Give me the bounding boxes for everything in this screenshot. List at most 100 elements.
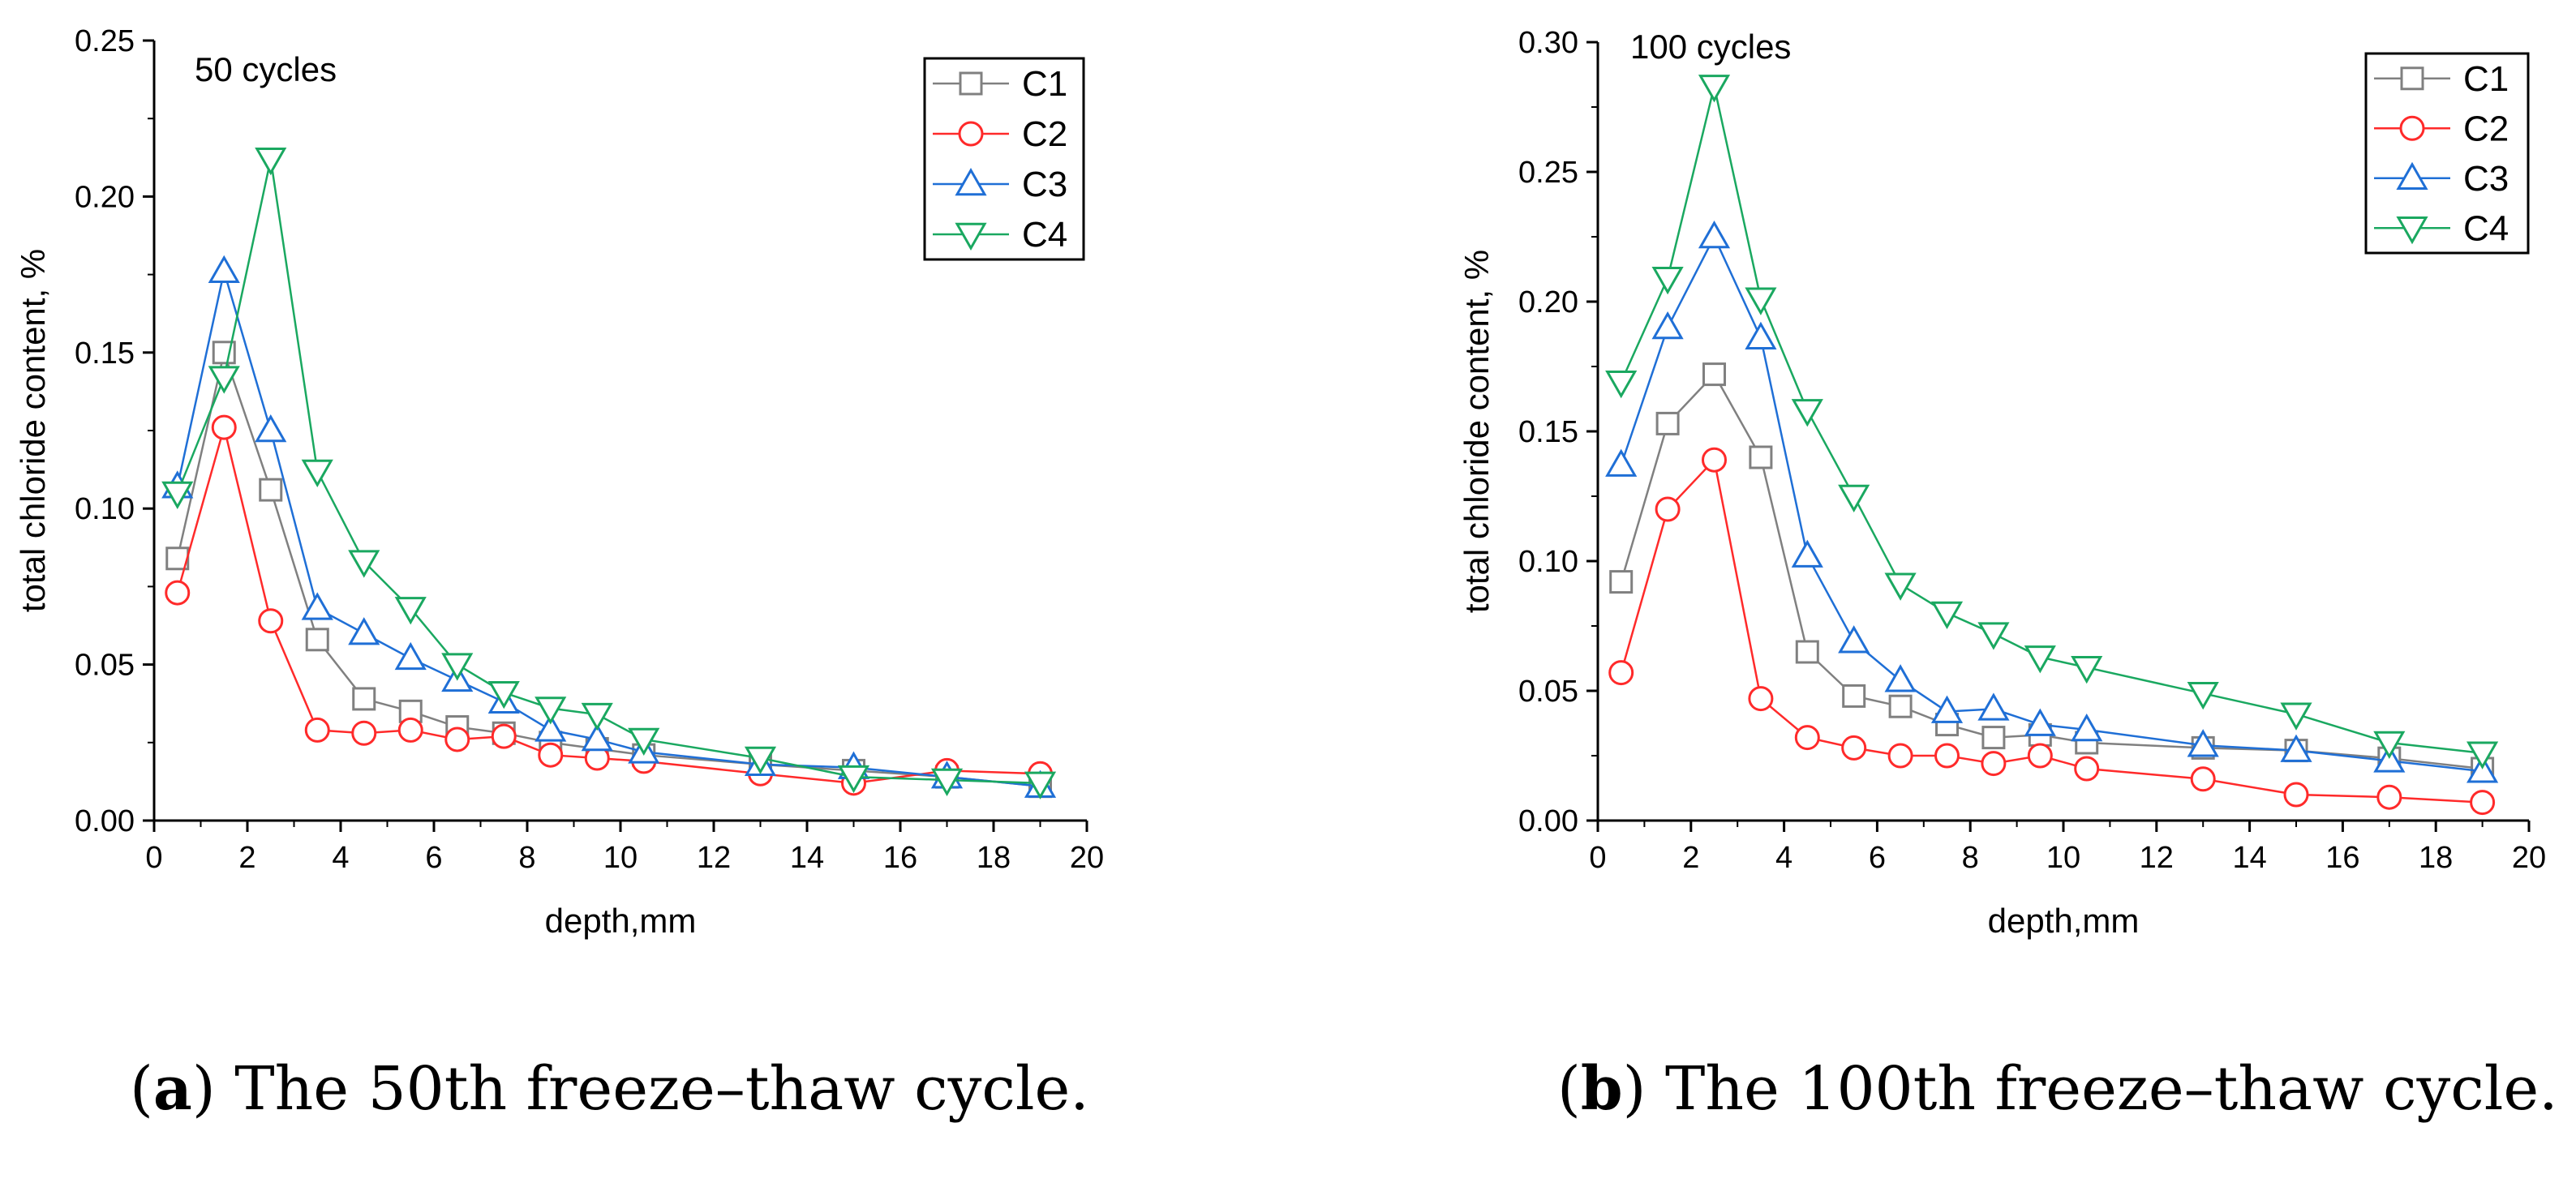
series-c1 bbox=[165, 341, 1052, 799]
data-point-c2 bbox=[165, 580, 191, 606]
x-tick-label: 8 bbox=[1962, 841, 1979, 875]
data-point-c3 bbox=[1977, 692, 2010, 721]
data-point-c1 bbox=[1981, 726, 2006, 750]
caption-b-letter: b bbox=[1580, 1054, 1623, 1124]
x-tick-label: 6 bbox=[1869, 841, 1886, 875]
data-point-c4 bbox=[581, 702, 613, 731]
data-point-c3 bbox=[1791, 539, 1823, 568]
y-axis-label: total chloride content, % bbox=[14, 249, 52, 612]
data-point-c2 bbox=[258, 608, 284, 634]
legend-label-c2: C2 bbox=[2463, 109, 2509, 148]
data-point-c4 bbox=[1977, 622, 2010, 650]
data-point-c4 bbox=[441, 653, 474, 681]
data-point-c3 bbox=[2024, 708, 2056, 736]
data-point-c1 bbox=[352, 687, 376, 711]
data-point-c2 bbox=[304, 717, 330, 743]
data-point-c4 bbox=[1651, 266, 1684, 295]
data-point-c4 bbox=[2187, 681, 2219, 710]
data-point-c3 bbox=[1651, 311, 1684, 340]
data-point-c2 bbox=[1748, 686, 1774, 712]
data-point-c2 bbox=[444, 727, 470, 752]
x-tick-label: 12 bbox=[697, 841, 731, 875]
y-tick-label: 0.25 bbox=[75, 24, 135, 58]
x-tick-label: 6 bbox=[425, 841, 442, 875]
data-point-c4 bbox=[394, 597, 427, 625]
data-point-c3 bbox=[535, 714, 567, 742]
data-point-c2 bbox=[211, 414, 237, 440]
data-point-c3 bbox=[2467, 755, 2499, 783]
data-point-c4 bbox=[301, 459, 333, 488]
series-c1 bbox=[1609, 362, 2495, 781]
data-point-c3 bbox=[1930, 695, 1964, 723]
x-tick-label: 4 bbox=[1775, 841, 1792, 875]
data-point-c4 bbox=[1838, 484, 1870, 513]
data-point-c3 bbox=[394, 641, 427, 671]
data-point-c3 bbox=[208, 255, 240, 284]
x-tick-label: 0 bbox=[1589, 841, 1606, 875]
y-tick-label: 0.00 bbox=[1518, 804, 1578, 838]
data-point-c1 bbox=[1609, 570, 1634, 594]
x-tick-label: 10 bbox=[603, 841, 638, 875]
data-point-c2 bbox=[2376, 784, 2402, 810]
data-point-c3 bbox=[581, 722, 613, 752]
legend-label-c4: C4 bbox=[1022, 215, 1067, 255]
data-point-c3 bbox=[1884, 664, 1917, 692]
x-tick-label: 18 bbox=[2419, 841, 2453, 875]
x-tick-label: 14 bbox=[2232, 841, 2266, 875]
legend-marker-c3 bbox=[955, 167, 987, 196]
series-line-c4 bbox=[1620, 86, 2483, 755]
data-point-c4 bbox=[837, 765, 870, 794]
data-point-c4 bbox=[744, 746, 777, 775]
data-point-c4 bbox=[255, 147, 287, 176]
panel-a-50-cycles: 0 2 4 6 8 10 12 14 16 18 20 0.00 0.05 0.10 0.15 0.20 0.2… bbox=[14, 24, 1104, 940]
data-point-c1 bbox=[212, 341, 236, 365]
caption-b-text: The 100th freeze–thaw cycle. bbox=[1665, 1054, 2558, 1124]
y-tick-label: 0.15 bbox=[1518, 415, 1578, 449]
legend-marker-c2 bbox=[958, 121, 984, 147]
legend-label-c3: C3 bbox=[1022, 165, 1067, 204]
data-point-c4 bbox=[535, 697, 567, 725]
caption-a-letter: a bbox=[152, 1054, 192, 1124]
legend-label-c3: C3 bbox=[2463, 159, 2509, 199]
data-point-c4 bbox=[208, 366, 240, 394]
caption-b: (b) The 100th freeze–thaw cycle. bbox=[1557, 1054, 2558, 1124]
data-point-c3 bbox=[1838, 625, 1870, 654]
data-point-c1 bbox=[259, 478, 283, 502]
series-c2 bbox=[1608, 447, 2496, 816]
legend-marker-c1 bbox=[959, 71, 983, 96]
data-point-c2 bbox=[2074, 756, 2100, 782]
data-point-c4 bbox=[348, 550, 380, 578]
data-point-c4 bbox=[161, 481, 194, 509]
data-point-c4 bbox=[930, 768, 964, 796]
caption-a-text: The 50th freeze–thaw cycle. bbox=[234, 1054, 1089, 1124]
data-point-c3 bbox=[2373, 744, 2406, 773]
y-tick-label: 0.20 bbox=[75, 180, 135, 214]
data-point-c2 bbox=[1934, 743, 1960, 769]
data-point-c2 bbox=[538, 742, 564, 768]
data-point-c4 bbox=[2280, 702, 2312, 731]
data-point-c3 bbox=[301, 592, 333, 620]
data-point-c4 bbox=[628, 727, 660, 756]
x-tick-label: 0 bbox=[145, 841, 162, 875]
data-point-c2 bbox=[1841, 735, 1867, 761]
x-tick-label: 20 bbox=[2512, 841, 2546, 875]
data-point-c1 bbox=[1655, 411, 1680, 435]
legend-label-c2: C2 bbox=[1022, 114, 1067, 154]
data-point-c4 bbox=[1791, 399, 1823, 427]
panel-annotation: 50 cycles bbox=[195, 50, 337, 88]
panel-annotation: 100 cycles bbox=[1630, 28, 1791, 66]
series-line-c3 bbox=[1620, 234, 2483, 773]
data-point-c1 bbox=[1702, 362, 1726, 387]
data-point-c2 bbox=[2027, 743, 2053, 769]
data-point-c2 bbox=[351, 720, 377, 746]
series-c4 bbox=[161, 147, 1057, 799]
series-line-c4 bbox=[176, 158, 1041, 785]
data-point-c4 bbox=[2467, 741, 2499, 769]
y-tick-label: 0.30 bbox=[1518, 26, 1578, 60]
legend-box bbox=[923, 57, 1085, 261]
x-tick-label: 2 bbox=[238, 841, 255, 875]
data-point-c3 bbox=[1745, 321, 1777, 350]
legend: C1 C2 C3 C4 bbox=[2364, 52, 2530, 255]
legend-marker-c4 bbox=[2396, 216, 2428, 245]
series-c4 bbox=[1605, 75, 2499, 769]
